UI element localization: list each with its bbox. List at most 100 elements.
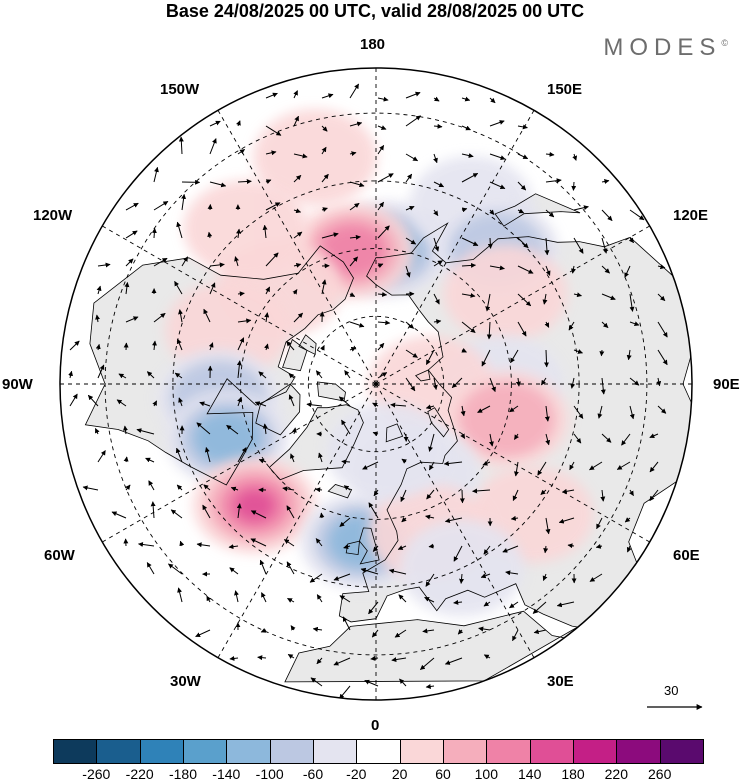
wind-vector: [489, 97, 496, 104]
colorbar-tick-label: 180: [561, 766, 585, 782]
wind-vector: [398, 594, 407, 603]
wind-vector: [377, 291, 388, 297]
wind-vector: [461, 347, 467, 353]
wind-vector: [401, 517, 407, 523]
wind-vector: [310, 677, 323, 687]
anomaly-positive-6: [183, 180, 308, 277]
wind-vector: [601, 293, 616, 301]
wind-vector: [151, 227, 157, 239]
wind-vector: [315, 370, 323, 379]
wind-vector: [432, 377, 438, 390]
wind-vector: [349, 321, 365, 328]
wind-vector: [489, 209, 495, 215]
colorbar-tick-label: 260: [648, 766, 672, 782]
anomaly-level-1: [253, 108, 378, 206]
wind-vector: [286, 341, 295, 351]
wind-vector: [657, 405, 667, 414]
wind-vector: [517, 293, 532, 307]
wind-vector: [286, 561, 295, 575]
graticule: [60, 68, 692, 700]
wind-vector: [208, 342, 214, 351]
coastline-eurasia: [338, 222, 692, 633]
wind-vector: [368, 601, 379, 615]
wind-vector: [399, 678, 407, 687]
wind-vector: [483, 545, 491, 555]
wind-vector: [377, 263, 384, 269]
lon-label-30e: 30E: [547, 673, 574, 690]
wind-vector: [558, 517, 575, 524]
wind-vector: [362, 461, 379, 470]
wind-vector: [433, 237, 440, 252]
colorbar-swatch: [616, 739, 661, 764]
wind-vector: [489, 377, 496, 393]
wind-vector: [509, 601, 519, 609]
wind-vector: [477, 405, 491, 413]
wind-vector: [209, 282, 216, 295]
wind-vector: [629, 293, 635, 312]
wind-vector: [265, 92, 278, 99]
wind-vector: [400, 489, 407, 503]
latitude-circle-60: [240, 248, 512, 520]
wind-vector: [204, 447, 211, 463]
colorbar-swatch: [96, 739, 141, 764]
wind-vector: [371, 629, 379, 638]
colorbar-tick-label: 60: [435, 766, 451, 782]
wind-vector: [176, 221, 183, 239]
wind-vector: [68, 370, 73, 379]
wind-vector: [517, 124, 528, 130]
wind-vector: [517, 321, 527, 337]
wind-vector: [425, 404, 435, 410]
wind-vector: [571, 181, 577, 191]
wind-vector: [321, 146, 327, 155]
reference-vector-label: 30: [664, 683, 679, 698]
wind-vector: [250, 538, 267, 547]
wind-vector: [319, 512, 325, 519]
wind-vectors: [68, 83, 668, 700]
wind-vector: [178, 136, 184, 155]
wind-vector: [544, 405, 550, 422]
wind-vector: [261, 592, 267, 603]
wind-vector: [349, 181, 365, 188]
wind-vector: [118, 373, 127, 379]
wind-vector: [656, 377, 662, 387]
wind-vector: [342, 616, 351, 631]
wind-vector: [629, 209, 645, 221]
wind-vector: [265, 202, 281, 211]
wind-vector: [572, 153, 578, 161]
wind-vector: [196, 542, 211, 548]
colorbar-tick-label: -20: [346, 766, 367, 782]
wind-vector: [349, 151, 357, 157]
wind-vector: [487, 237, 493, 249]
wind-vector: [209, 120, 221, 127]
wind-vector: [489, 120, 505, 127]
wind-vector: [202, 504, 211, 519]
wind-vector: [405, 115, 422, 127]
wind-vector: [175, 447, 183, 463]
wind-vector: [125, 484, 131, 491]
wind-vector: [444, 657, 463, 665]
wind-vector: [265, 179, 272, 185]
wind-vector: [505, 570, 519, 576]
wind-vector: [589, 573, 603, 582]
colorbar-swatch: [529, 739, 574, 764]
anomaly-positive-7: [443, 245, 568, 342]
wind-vector: [517, 265, 534, 274]
wind-vector: [372, 402, 379, 408]
wind-vector: [425, 683, 435, 689]
wind-vector: [236, 360, 242, 379]
wind-vector: [372, 545, 379, 552]
wind-vector: [333, 657, 351, 666]
wind-vector: [629, 377, 640, 386]
wind-vector: [259, 559, 267, 575]
wind-vector: [649, 489, 659, 502]
colorbar-tick-label: -60: [302, 766, 324, 782]
wind-vector: [460, 433, 466, 439]
wind-vector: [485, 293, 491, 312]
lon-label-90e: 90E: [713, 376, 740, 393]
wind-vector: [349, 347, 357, 352]
wind-vector: [457, 629, 464, 635]
wind-vector: [461, 172, 479, 183]
wind-vector: [315, 538, 323, 547]
wind-vector: [230, 486, 239, 492]
coastline-britain: [359, 527, 380, 565]
